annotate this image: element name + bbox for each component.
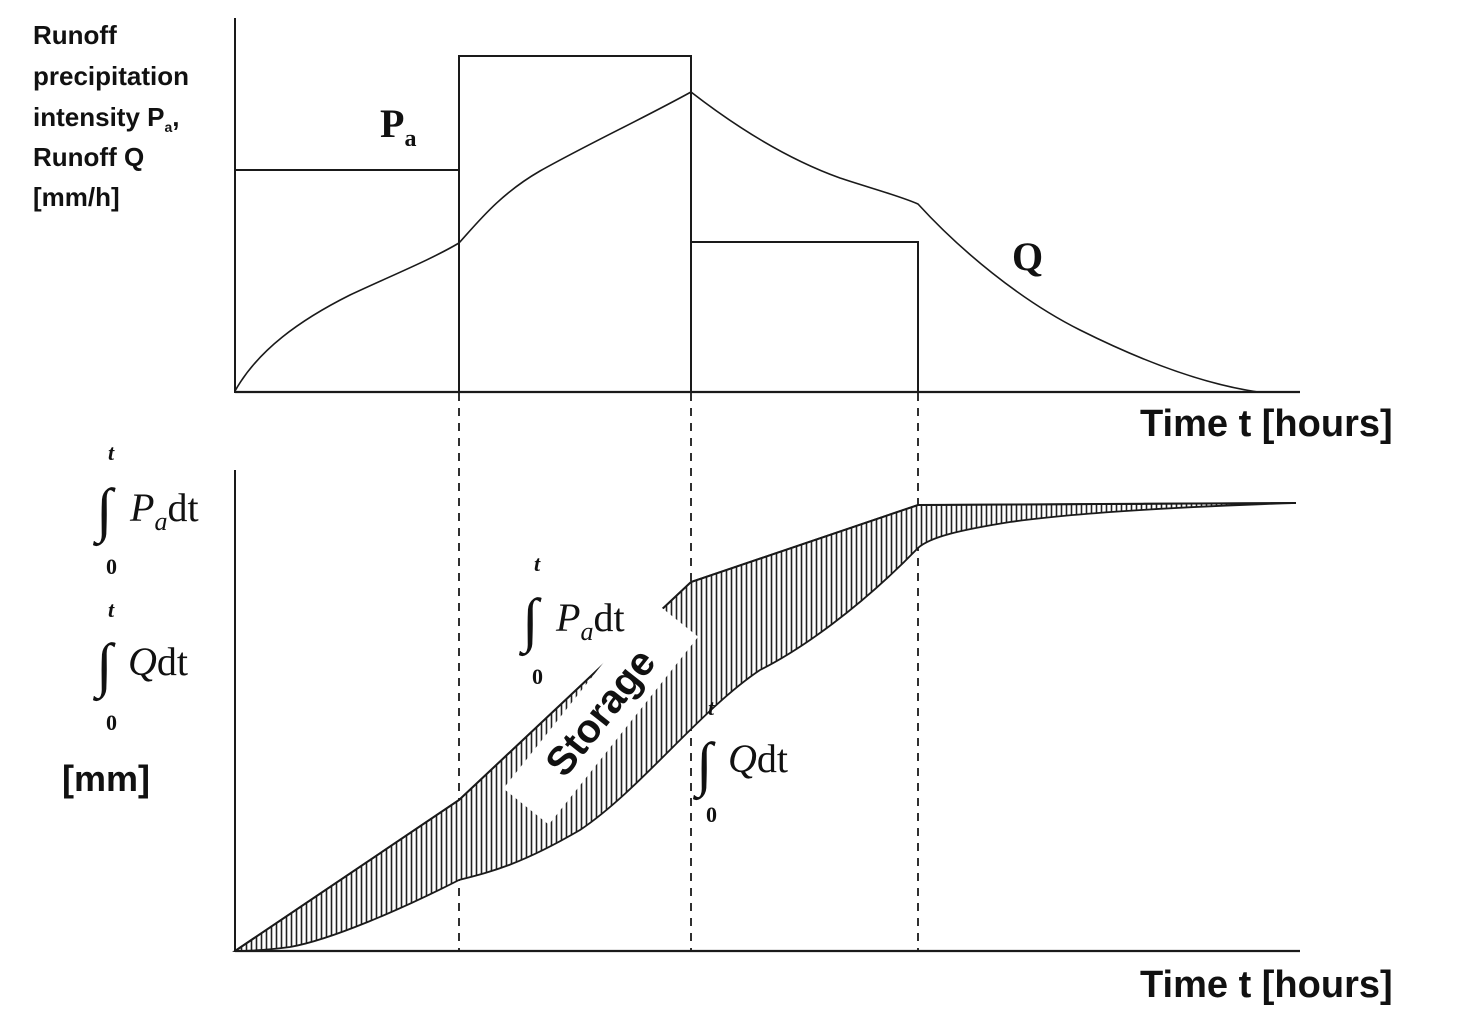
plot-integral-pa: t ∫ 0 Padt: [519, 551, 625, 689]
plot-integral-pa-sign: ∫: [519, 587, 542, 657]
plot-integral-pa-lower: 0: [532, 664, 543, 689]
y-integral-pa-sign: ∫: [93, 477, 116, 547]
dashed-guides: [458, 393, 919, 950]
plot-integral-q-lower: 0: [706, 802, 717, 827]
plot-integral-q-expr: Qdt: [728, 736, 788, 781]
y-integral-q-lower: 0: [106, 710, 117, 735]
top-y-label-comma: ,: [172, 102, 179, 132]
plot-integral-q-upper: t: [708, 695, 715, 720]
plot-integral-pa-sub: a: [580, 617, 593, 646]
y-integral-q-dt: dt: [157, 639, 188, 684]
y-integral-q-expr: Qdt: [128, 639, 188, 684]
y-integral-q: t ∫ 0 Qdt: [93, 597, 188, 735]
y-integral-pa-upper: t: [108, 440, 115, 465]
plot-integral-q: t ∫ 0 Qdt: [693, 695, 788, 827]
y-integral-pa-dt: dt: [167, 485, 198, 530]
y-integral-pa-expr: Padt: [129, 485, 199, 536]
precipitation-steps: [235, 55, 919, 392]
plot-integral-q-q: Q: [728, 736, 757, 781]
plot-integral-q-dt: dt: [757, 736, 788, 781]
top-y-label-line3: intensity Pa,: [33, 102, 180, 135]
plot-integral-pa-expr: Padt: [555, 595, 625, 646]
storage-label-box: [503, 600, 699, 825]
y-integral-q-q: Q: [128, 639, 157, 684]
top-x-label: Time t [hours]: [1140, 403, 1393, 445]
y-integral-pa: t ∫ 0 Padt: [93, 440, 199, 579]
y-unit-mm: [mm]: [62, 758, 150, 799]
top-y-label-line4: Runoff Q: [33, 142, 144, 172]
bottom-chart: Storage t ∫ 0 Padt t ∫ 0 Qdt [mm] t ∫ 0 …: [62, 440, 1393, 1006]
label-pa: Pa: [380, 101, 416, 152]
storage-hatched-area: [232, 502, 1297, 952]
top-y-label-line2: precipitation: [33, 61, 189, 91]
y-integral-pa-sub: a: [154, 507, 167, 536]
plot-integral-pa-dt: dt: [593, 595, 624, 640]
y-integral-q-sign: ∫: [93, 632, 116, 702]
top-y-label-line5: [mm/h]: [33, 182, 120, 212]
y-integral-q-upper: t: [108, 597, 115, 622]
plot-integral-pa-upper: t: [534, 551, 541, 576]
cumulative-precipitation-line: [234, 502, 1297, 952]
label-q: Q: [1012, 234, 1043, 279]
bottom-x-label: Time t [hours]: [1140, 964, 1393, 1006]
top-y-label-line1: Runoff: [33, 20, 117, 50]
label-pa-sub: a: [404, 126, 416, 152]
plot-integral-pa-p: P: [555, 595, 580, 640]
y-integral-pa-lower: 0: [106, 554, 117, 579]
top-y-label-line3-text: intensity P: [33, 102, 164, 132]
y-integral-pa-p: P: [129, 485, 154, 530]
runoff-curve-q: [234, 91, 1259, 393]
label-pa-p: P: [380, 101, 404, 146]
plot-integral-q-sign: ∫: [693, 731, 716, 801]
top-chart: Runoff precipitation intensity Pa, Runof…: [33, 18, 1393, 445]
top-y-label-sub-a: a: [164, 119, 172, 135]
